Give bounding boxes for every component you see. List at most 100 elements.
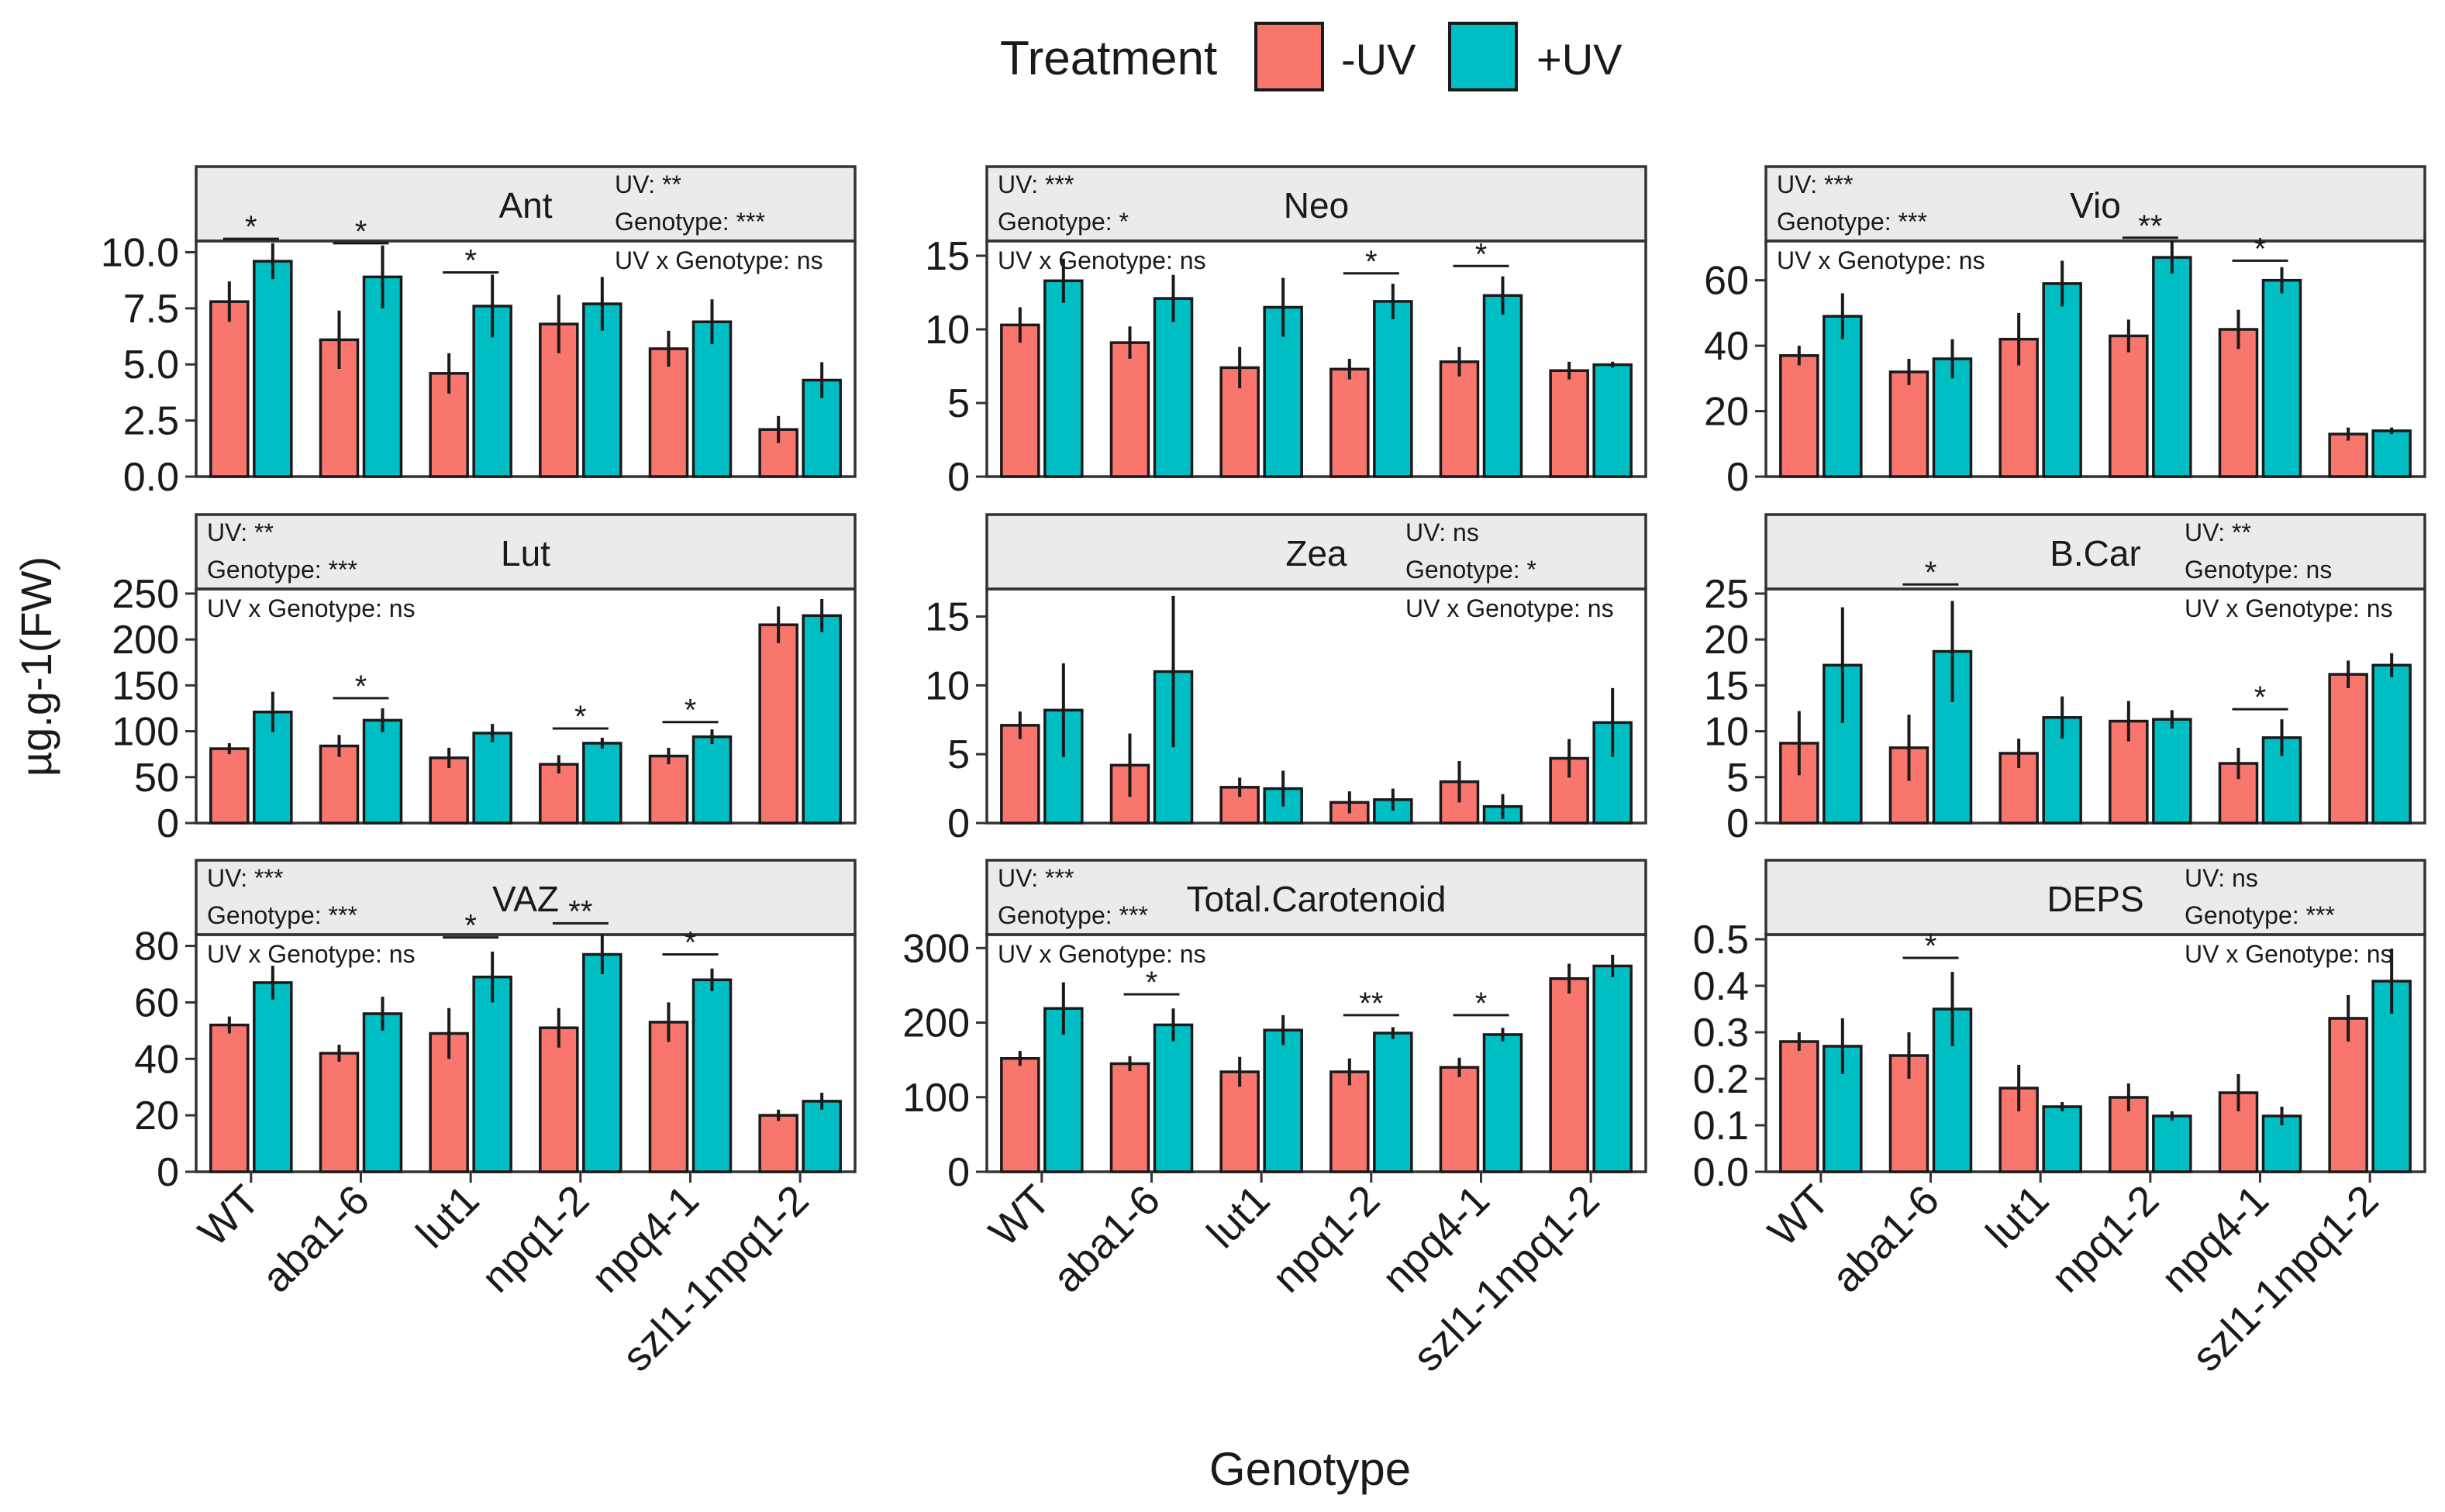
sig-label-ant-1: * bbox=[355, 215, 367, 249]
y-tick-label-zea-3: 15 bbox=[925, 595, 970, 640]
bar-deps-szl1-1npq1-2-uv bbox=[2328, 1017, 2368, 1173]
bar-ant-npq4-1-uv bbox=[691, 320, 733, 478]
panel-ant: Ant 0.0 2.5 5.0 7.5 10.0 * * * UV: ** Genotype: **… bbox=[101, 165, 857, 500]
y-tick-label-deps-5: 0.5 bbox=[1693, 918, 1749, 963]
stat-uv-deps: UV: ns bbox=[2185, 864, 2258, 892]
y-tick-label-total-carotenoid-1: 100 bbox=[902, 1076, 970, 1121]
panel-strip-neo bbox=[985, 165, 1647, 243]
y-tick-label-ant-2: 5.0 bbox=[123, 343, 179, 387]
x-tick-label-total-carotenoid-npq1-2: npq1-2 bbox=[1264, 1176, 1388, 1301]
bar-vaz-npq4-1-uv bbox=[648, 1021, 689, 1173]
y-tick-label-b-car-4: 20 bbox=[1704, 618, 1749, 663]
sig-label-ant-2: * bbox=[464, 244, 477, 278]
y-tick-label-zea-2: 10 bbox=[925, 663, 970, 708]
sig-label-neo-0: * bbox=[1365, 245, 1378, 279]
bar-neo-npq1-2-uv bbox=[1373, 300, 1413, 478]
panel-neo: Neo 0 5 10 15 * * UV: *** Genotype: * UV x Genoty… bbox=[925, 165, 1647, 500]
stat-genotype-vaz: Genotype: *** bbox=[207, 901, 357, 929]
bar-lut-lut1-uv bbox=[472, 732, 512, 825]
panel-border-neo bbox=[985, 239, 1647, 478]
x-tick-label-vaz-npq1-2: npq1-2 bbox=[473, 1176, 598, 1301]
bar-neo-npq4-1-uv bbox=[1482, 294, 1523, 478]
y-tick-label-deps-1: 0.1 bbox=[1693, 1104, 1749, 1149]
stat-uv-total-carotenoid: UV: *** bbox=[998, 864, 1074, 892]
bar-total-carotenoid-aba1-6-uv bbox=[1153, 1023, 1194, 1173]
panel-title-ant: Ant bbox=[498, 185, 552, 226]
bar-vio-npq4-1-uv bbox=[2218, 328, 2259, 478]
sig-label-vaz-1: ** bbox=[568, 894, 592, 928]
bar-zea-wt-uv bbox=[1000, 724, 1040, 825]
stat-uv-neo: UV: *** bbox=[998, 170, 1074, 198]
bar-total-carotenoid-szl1-1npq1-2-uv bbox=[1549, 977, 1589, 1173]
y-tick-label-b-car-1: 5 bbox=[1726, 756, 1749, 801]
y-tick-label-lut-5: 250 bbox=[112, 572, 179, 617]
stat-genotype-neo: Genotype: * bbox=[998, 208, 1129, 236]
y-tick-label-ant-3: 7.5 bbox=[123, 287, 179, 332]
bar-neo-szl1-1npq1-2-uv bbox=[1549, 369, 1589, 478]
bar-vaz-aba1-6-uv bbox=[362, 1012, 403, 1173]
panel-title-zea: Zea bbox=[1285, 533, 1347, 573]
bar-vaz-lut1-uv bbox=[472, 975, 512, 1173]
panel-title-total-carotenoid: Total.Carotenoid bbox=[1187, 879, 1447, 919]
legend-label-plus-uv: +UV bbox=[1536, 35, 1623, 84]
bar-deps-lut1-uv bbox=[2042, 1105, 2082, 1173]
bar-total-carotenoid-aba1-6-uv bbox=[1109, 1062, 1150, 1173]
x-tick-label-deps-npq1-2: npq1-2 bbox=[2043, 1176, 2167, 1301]
x-tick-label-vaz-aba1-6: aba1-6 bbox=[253, 1176, 378, 1301]
bar-neo-lut1-uv bbox=[1219, 366, 1260, 478]
stat-interaction-total-carotenoid: UV x Genotype: ns bbox=[998, 940, 1206, 968]
y-tick-label-vio-0: 0 bbox=[1726, 455, 1749, 500]
y-tick-label-neo-1: 5 bbox=[947, 381, 970, 426]
bar-vio-lut1-uv bbox=[2042, 282, 2082, 478]
stat-interaction-b-car: UV x Genotype: ns bbox=[2185, 594, 2393, 622]
y-tick-label-ant-1: 2.5 bbox=[123, 399, 179, 444]
x-axis-label: Genotype bbox=[1209, 1443, 1411, 1495]
y-tick-label-total-carotenoid-0: 0 bbox=[947, 1150, 970, 1195]
panel-border-lut bbox=[195, 587, 857, 825]
panel-title-neo: Neo bbox=[1284, 185, 1349, 226]
y-tick-label-deps-4: 0.4 bbox=[1693, 964, 1749, 1009]
bar-vio-wt-uv bbox=[1823, 315, 1863, 478]
panel-strip-ant bbox=[195, 165, 857, 243]
panel-title-vaz: VAZ bbox=[492, 879, 559, 919]
stat-genotype-lut: Genotype: *** bbox=[207, 556, 357, 584]
bar-total-carotenoid-npq4-1-uv bbox=[1439, 1066, 1480, 1173]
y-tick-label-vaz-3: 60 bbox=[134, 980, 179, 1025]
bar-lut-npq1-2-uv bbox=[582, 742, 622, 825]
panel-deps: DEPS 0.00.10.20.30.40.5 * UV: ns Genotype: *… bbox=[1693, 859, 2426, 1380]
stat-uv-vio: UV: *** bbox=[1777, 170, 1853, 198]
y-tick-label-lut-1: 50 bbox=[134, 756, 179, 801]
sig-label-b-car-1: * bbox=[2254, 680, 2267, 715]
sig-label-vaz-0: * bbox=[464, 909, 477, 943]
bar-neo-wt-uv bbox=[1043, 279, 1084, 478]
x-tick-label-total-carotenoid-aba1-6: aba1-6 bbox=[1044, 1176, 1169, 1301]
x-tick-label-vaz-wt: WT bbox=[190, 1176, 269, 1255]
bar-lut-aba1-6-uv bbox=[319, 744, 360, 825]
bar-vio-wt-uv bbox=[1779, 354, 1819, 478]
y-tick-label-lut-4: 200 bbox=[112, 618, 179, 663]
bar-lut-aba1-6-uv bbox=[362, 718, 403, 825]
y-tick-label-zea-0: 0 bbox=[947, 801, 970, 846]
stat-interaction-lut: UV x Genotype: ns bbox=[207, 594, 416, 622]
bar-ant-npq1-2-uv bbox=[582, 302, 622, 478]
stat-uv-b-car: UV: ** bbox=[2185, 518, 2251, 546]
sig-label-vio-0: ** bbox=[2138, 209, 2162, 243]
bar-vio-npq4-1-uv bbox=[2261, 278, 2302, 478]
bar-ant-wt-uv bbox=[253, 260, 293, 478]
y-tick-label-neo-3: 15 bbox=[925, 234, 970, 279]
y-tick-label-lut-3: 150 bbox=[112, 663, 179, 708]
y-tick-label-b-car-2: 10 bbox=[1704, 710, 1749, 755]
y-tick-label-neo-0: 0 bbox=[947, 455, 970, 500]
bar-total-carotenoid-npq1-2-uv bbox=[1373, 1032, 1413, 1173]
bar-total-carotenoid-wt-uv bbox=[1000, 1056, 1040, 1173]
stat-genotype-ant: Genotype: *** bbox=[615, 208, 765, 236]
bar-vaz-npq1-2-uv bbox=[582, 952, 622, 1173]
stat-uv-zea: UV: ns bbox=[1405, 518, 1479, 546]
y-tick-label-ant-4: 10.0 bbox=[101, 230, 179, 275]
panel-strip-lut bbox=[195, 513, 857, 591]
y-tick-label-total-carotenoid-2: 200 bbox=[902, 1001, 970, 1046]
